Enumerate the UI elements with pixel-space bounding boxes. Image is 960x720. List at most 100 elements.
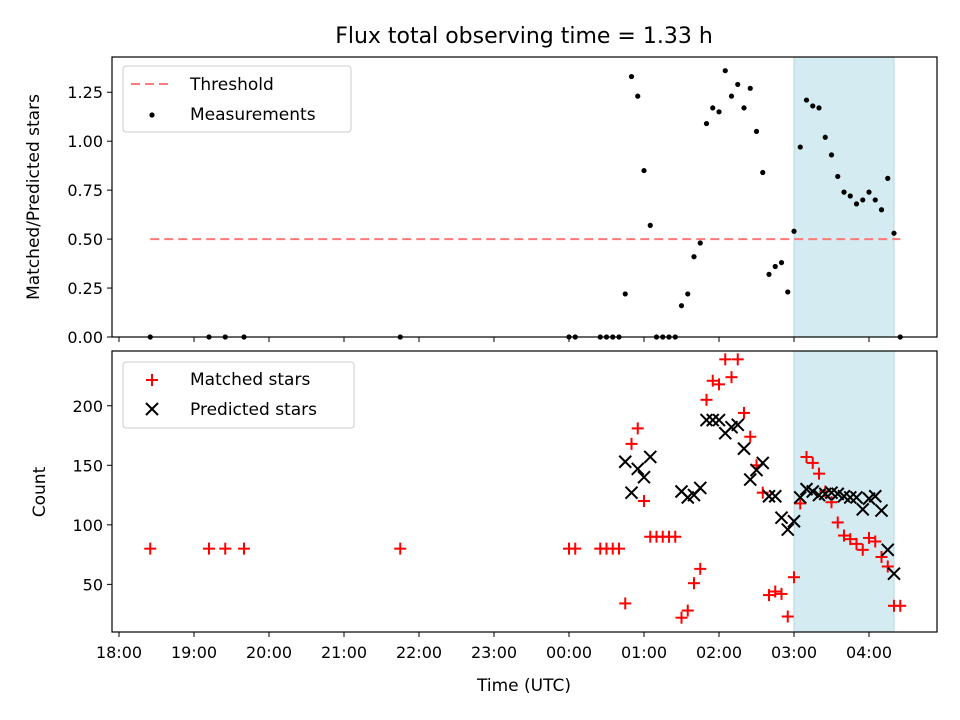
measurement-point [822, 134, 828, 140]
measurement-point [635, 93, 641, 99]
bottom-highlight-band [793, 350, 895, 633]
x-tick-label: 18:00 [96, 643, 142, 662]
predicted-star-point [887, 566, 901, 581]
predicted-star-point [693, 481, 707, 495]
x-tick-label: 04:00 [846, 643, 892, 662]
matched-star-point [394, 542, 407, 555]
bottom-legend-box [122, 361, 355, 429]
matched-star-point [813, 467, 825, 480]
top-legend: Threshold Measurements [122, 65, 352, 133]
x-tick-label: 02:00 [696, 643, 742, 662]
predicted-star-point [756, 456, 770, 470]
bottom-legend: Matched stars Predicted stars [122, 361, 355, 429]
bottom-panel: 50 100 150 200 18:00 19:00 20:00 21:00 22:00 23:… [30, 350, 938, 696]
threshold-legend-label: Threshold [189, 75, 274, 95]
matched-star-point [756, 486, 769, 499]
measurement-point [803, 97, 810, 103]
measurement-point [885, 175, 891, 181]
matched-star-point [769, 585, 782, 598]
predicted-star-point [743, 472, 757, 487]
matched-legend-label: Matched stars [190, 370, 310, 390]
matched-star-point [875, 550, 888, 563]
top-y-ticks: 0.00 0.25 0.50 0.75 1.00 1.25 [67, 83, 112, 347]
measurement-point [891, 230, 897, 236]
predicted-star-points [618, 413, 901, 581]
matched-star-point [638, 495, 650, 508]
matched-star-point [800, 450, 813, 463]
matched-star-point [881, 560, 894, 573]
predicted-star-point [806, 484, 820, 499]
predicted-star-point [868, 489, 882, 503]
predicted-star-point [762, 489, 776, 503]
measurement-point [622, 291, 628, 297]
matched-star-point [219, 542, 232, 555]
measurement-point [753, 128, 760, 135]
measurement-point [772, 263, 778, 270]
measurement-point [797, 144, 803, 150]
matched-star-point [725, 371, 738, 384]
matched-star-point [869, 535, 882, 548]
matched-star-point [856, 543, 869, 556]
y-tick-label: 0.25 [67, 279, 103, 298]
measurement-point [697, 240, 703, 246]
top-x-ticks [118, 337, 870, 342]
measurement-point [685, 291, 691, 297]
x-axis-label: Time (UTC) [476, 676, 571, 696]
x-tick-label: 20:00 [246, 643, 292, 662]
measurement-point [828, 152, 835, 158]
measurement-point [878, 207, 885, 213]
matched-star-point [619, 597, 632, 610]
y-tick-label: 200 [72, 397, 103, 416]
bottom-x-ticks: 18:00 19:00 20:00 21:00 22:00 23:00 00:00 01:00… [96, 632, 892, 662]
measurements-legend-swatch [149, 112, 155, 118]
y-tick-label: 0.50 [67, 230, 103, 249]
x-tick-label: 00:00 [546, 643, 592, 662]
top-plot-frame [111, 56, 938, 338]
y-tick-label: 100 [72, 516, 103, 535]
predicted-star-point [737, 441, 751, 456]
measurement-point [678, 303, 685, 309]
predicted-star-point [856, 502, 870, 517]
predicted-star-point [768, 489, 782, 503]
matched-star-point [700, 393, 713, 406]
matched-star-point [203, 542, 215, 555]
predicted-legend-swatch [145, 402, 159, 416]
x-tick-label: 21:00 [321, 643, 367, 662]
matched-star-point [681, 604, 694, 617]
x-tick-label: 22:00 [396, 643, 442, 662]
predicted-star-point [706, 413, 720, 427]
matched-star-point [831, 516, 844, 529]
measurement-point [735, 81, 741, 88]
predicted-star-point [631, 462, 645, 476]
matched-star-point [744, 430, 757, 443]
measurement-point [747, 85, 753, 91]
matched-star-point [763, 589, 775, 602]
matched-star-point [894, 599, 907, 612]
x-tick-label: 23:00 [471, 643, 517, 662]
measurement-point [766, 271, 772, 277]
matched-star-point [719, 353, 732, 366]
matched-star-point [675, 611, 688, 624]
bottom-plot-frame [111, 350, 938, 633]
top-panel: 0.00 0.25 0.50 0.75 1.00 1.25 Matched/Predict… [24, 56, 938, 347]
matched-star-point [775, 587, 788, 600]
top-y-axis-label: Matched/Predicted stars [24, 94, 44, 300]
matched-star-point [794, 497, 807, 510]
predicted-star-point [643, 450, 657, 464]
y-tick-label: 0.00 [67, 328, 103, 347]
measurement-point [853, 201, 860, 207]
measurement-point [628, 73, 635, 80]
matched-star-point [669, 530, 682, 543]
top-highlight-band [793, 56, 895, 338]
x-tick-label: 01:00 [621, 643, 667, 662]
matched-legend-swatch [146, 374, 158, 386]
matched-star-point [713, 378, 725, 391]
measurement-point [728, 93, 735, 99]
matched-star-point [806, 456, 819, 469]
measurement-point [866, 189, 872, 195]
x-tick-label: 19:00 [171, 643, 217, 662]
measurement-point [841, 189, 847, 195]
matched-star-point [738, 406, 750, 419]
matched-star-point [850, 537, 863, 550]
matched-star-point [569, 542, 582, 555]
